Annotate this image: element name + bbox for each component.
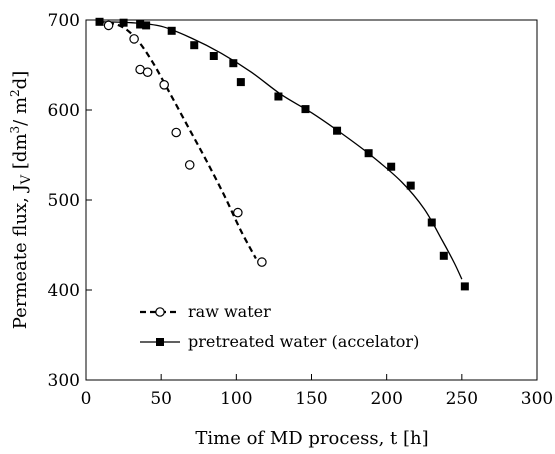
x-tick-label: 50 — [150, 389, 172, 409]
y-tick-label: 600 — [48, 101, 80, 121]
legend-marker-raw-water — [155, 307, 165, 317]
legend: raw water pretreated water (accelator) — [140, 302, 419, 351]
data-point-pretreated-water — [387, 162, 396, 171]
data-point-pretreated-water — [209, 52, 218, 60]
data-point-pretreated-water — [190, 41, 199, 50]
data-point-pretreated-water — [364, 149, 373, 158]
data-point-pretreated-water — [167, 26, 176, 35]
data-point-raw-water — [129, 34, 139, 44]
data-point-pretreated-water — [236, 78, 245, 87]
data-point-raw-water — [159, 80, 169, 90]
x-tick-labels: 0 50 100 150 200 250 300 — [81, 389, 554, 409]
data-point-raw-water — [233, 207, 243, 218]
x-tick-label: 200 — [370, 389, 402, 409]
fit-lines — [97, 20, 463, 280]
data-point-raw-water — [184, 160, 195, 170]
y-tick-label: 400 — [48, 281, 80, 301]
legend-label-pretreated-water: pretreated water (accelator) — [188, 332, 419, 351]
x-tick-label: 0 — [81, 389, 92, 409]
y-tick-labels: 300 400 500 600 700 — [48, 11, 80, 391]
x-tick-label: 300 — [521, 389, 553, 409]
y-tick-label: 500 — [48, 191, 80, 211]
data-point-pretreated-water — [142, 21, 151, 30]
data-point-raw-water — [142, 67, 153, 77]
series-line-0 — [97, 20, 257, 260]
data-point-pretreated-water — [406, 181, 415, 190]
data-point-pretreated-water — [439, 251, 448, 260]
axis-ticks — [85, 19, 538, 381]
data-point-pretreated-water — [301, 105, 310, 114]
data-point-pretreated-water — [333, 126, 342, 135]
x-axis-label: Time of MD process, t [h] — [195, 428, 428, 449]
legend-label-raw-water: raw water — [188, 302, 271, 321]
data-point-pretreated-water — [119, 18, 128, 27]
data-point-pretreated-water — [460, 282, 469, 291]
data-markers — [95, 17, 469, 291]
x-tick-label: 250 — [446, 389, 478, 409]
data-point-raw-water — [171, 127, 181, 138]
data-point-pretreated-water — [427, 218, 436, 227]
x-tick-label: 150 — [295, 389, 327, 409]
data-point-pretreated-water — [229, 59, 238, 68]
data-point-pretreated-water — [136, 20, 145, 29]
y-tick-label: 700 — [48, 11, 80, 31]
y-tick-label: 300 — [48, 371, 80, 391]
y-axis-label: Permeate flux, JV [dm3/ m2d] — [8, 71, 34, 329]
data-point-raw-water — [257, 257, 267, 267]
data-point-pretreated-water — [95, 17, 104, 26]
x-tick-label: 100 — [220, 389, 252, 409]
data-point-raw-water — [103, 20, 114, 31]
legend-marker-pretreated-water — [156, 338, 164, 346]
plot-frame — [85, 19, 538, 381]
data-point-pretreated-water — [274, 92, 283, 101]
